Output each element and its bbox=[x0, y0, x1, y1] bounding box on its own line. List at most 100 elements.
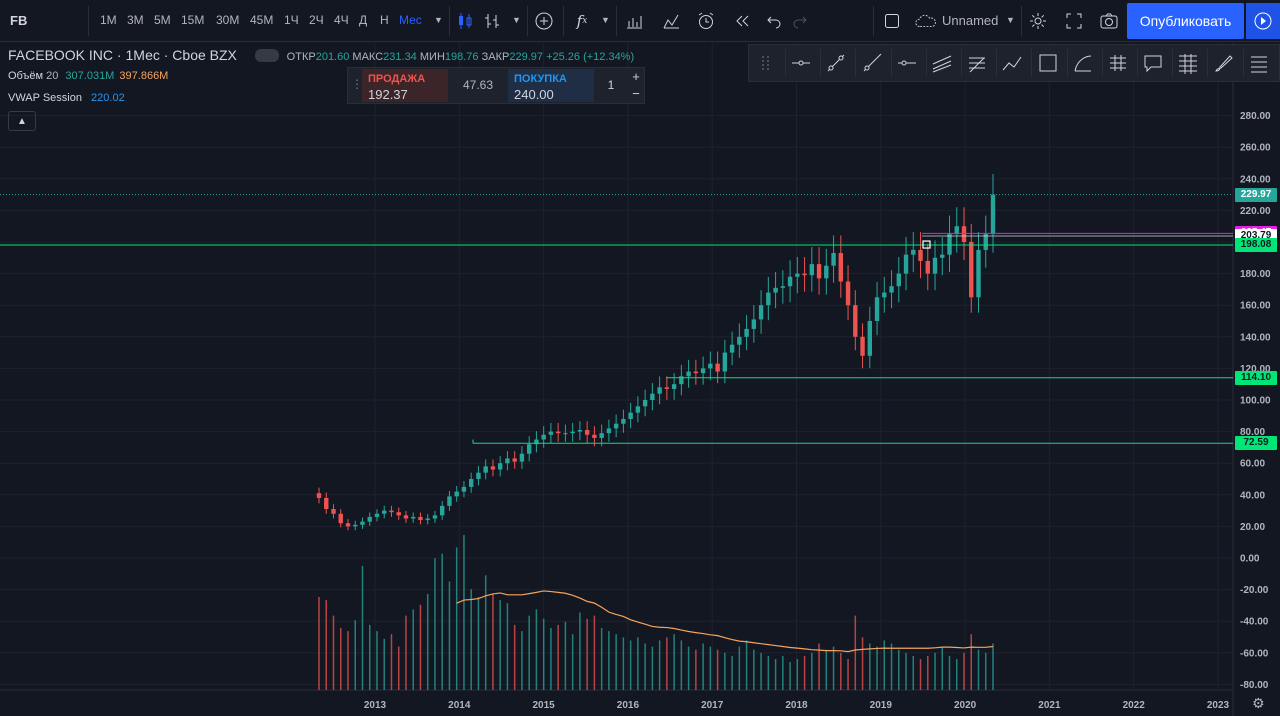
compare-add-icon[interactable] bbox=[532, 9, 556, 33]
candle-body bbox=[766, 292, 771, 306]
tool-divider bbox=[1031, 49, 1033, 77]
interval-5m[interactable]: 5М bbox=[154, 13, 171, 27]
interval-15m[interactable]: 15М bbox=[181, 13, 205, 27]
candle-body bbox=[360, 521, 365, 525]
ray-tool-icon[interactable] bbox=[861, 52, 883, 74]
candle-body bbox=[947, 234, 952, 255]
volume-ma-line bbox=[456, 590, 994, 653]
parallel-channel-tool-icon[interactable] bbox=[931, 52, 953, 74]
financials-icon[interactable] bbox=[622, 9, 646, 33]
candle-body bbox=[758, 305, 764, 320]
layout-name[interactable]: Unnamed bbox=[942, 13, 999, 28]
toolbar-divider bbox=[616, 6, 617, 36]
alert-clock-icon[interactable] bbox=[694, 9, 718, 33]
fullscreen-toggle-icon[interactable] bbox=[880, 9, 904, 33]
drag-handle-icon[interactable]: ⋮ bbox=[351, 77, 363, 91]
candle-body bbox=[983, 234, 988, 250]
curve-tool-icon[interactable] bbox=[1072, 52, 1094, 74]
path-tool-icon[interactable] bbox=[1001, 52, 1023, 74]
expand-icon[interactable] bbox=[1062, 9, 1086, 33]
candle-body bbox=[990, 194, 996, 235]
drag-handle-tool-icon[interactable] bbox=[755, 52, 777, 74]
chevron-down-icon[interactable]: ▼ bbox=[512, 15, 521, 25]
rectangle-tool-icon[interactable] bbox=[1037, 52, 1059, 74]
candle-body bbox=[497, 463, 503, 470]
regression-trend-tool-icon[interactable] bbox=[966, 52, 988, 74]
quantity-field[interactable]: 1 bbox=[607, 78, 615, 92]
volume-legend[interactable]: Объём 20 307.031M 397.866M bbox=[8, 70, 169, 82]
candle-body bbox=[338, 513, 343, 524]
minus-icon[interactable]: − bbox=[632, 86, 640, 101]
candle-body bbox=[773, 287, 778, 293]
replay-icon[interactable] bbox=[730, 9, 754, 33]
sell-button[interactable]: ПРОДАЖА 192.37 bbox=[362, 69, 448, 102]
candle-body bbox=[548, 431, 554, 435]
interval-week[interactable]: Н bbox=[380, 13, 389, 27]
chart-settings-gear-icon[interactable]: ⚙ bbox=[1252, 695, 1265, 711]
play-circle-icon bbox=[1254, 12, 1272, 30]
redo-icon[interactable] bbox=[788, 9, 812, 33]
horizontal-line-tool-icon[interactable] bbox=[790, 52, 812, 74]
plus-icon[interactable]: + bbox=[632, 69, 640, 84]
interval-4h[interactable]: 4Ч bbox=[334, 13, 349, 27]
menu-tool-icon[interactable] bbox=[1248, 52, 1270, 74]
series-legend: FACEBOOK INC · 1Мес · Cboe BZX ОТКР201.6… bbox=[8, 47, 634, 63]
candles-chart-type-icon[interactable] bbox=[453, 9, 477, 33]
candle-body bbox=[374, 513, 380, 517]
gear-icon[interactable] bbox=[1026, 9, 1050, 33]
vwap-legend[interactable]: VWAP Session 220.02 bbox=[8, 92, 125, 104]
buy-button[interactable]: ПОКУПКА 240.00 bbox=[508, 69, 594, 102]
interval-day[interactable]: Д bbox=[359, 13, 368, 27]
candle-body bbox=[853, 305, 858, 337]
pitchfork-tool-icon[interactable] bbox=[1107, 52, 1129, 74]
publish-button[interactable]: Опубликовать bbox=[1127, 3, 1244, 39]
interval-3m[interactable]: 3М bbox=[127, 13, 144, 27]
candle-body bbox=[824, 265, 829, 279]
eye-icon[interactable] bbox=[254, 48, 279, 62]
y-tick-label: 240.00 bbox=[1240, 174, 1271, 185]
cloud-icon bbox=[914, 9, 938, 33]
callout-tool-icon[interactable] bbox=[1142, 52, 1164, 74]
interval-30m[interactable]: 30М bbox=[216, 13, 240, 27]
candle-body bbox=[490, 466, 496, 470]
trend-line-tool-icon[interactable] bbox=[825, 52, 847, 74]
templates-icon[interactable] bbox=[659, 9, 683, 33]
camera-icon[interactable] bbox=[1097, 9, 1121, 33]
x-tick-label: 2023 bbox=[1207, 700, 1230, 711]
symbol-title[interactable]: FACEBOOK INC · 1Мес · Cboe BZX bbox=[8, 47, 237, 63]
horizontal-ray-tool-icon[interactable] bbox=[896, 52, 918, 74]
collapse-legend-button[interactable]: ▲ bbox=[8, 111, 36, 131]
chevron-down-icon[interactable]: ▼ bbox=[1006, 15, 1015, 25]
candle-body bbox=[476, 472, 481, 479]
candle-body bbox=[519, 453, 525, 462]
tool-divider bbox=[925, 49, 927, 77]
interval-1m[interactable]: 1М bbox=[100, 13, 117, 27]
candle-body bbox=[686, 371, 691, 377]
toolbar-divider bbox=[449, 6, 450, 36]
bar-chart-type-icon[interactable] bbox=[480, 9, 504, 33]
candle-body bbox=[577, 430, 583, 432]
undo-icon[interactable] bbox=[762, 9, 786, 33]
candle-body bbox=[592, 434, 597, 438]
publish-menu-button[interactable] bbox=[1246, 3, 1280, 39]
y-tick-label: 180.00 bbox=[1240, 269, 1271, 280]
chevron-down-icon[interactable]: ▼ bbox=[601, 15, 610, 25]
drawing-toolbar bbox=[748, 44, 1280, 82]
y-tick-label: 220.00 bbox=[1240, 206, 1271, 217]
y-tick-label: 120.00 bbox=[1240, 364, 1271, 375]
interval-45m[interactable]: 45М bbox=[250, 13, 274, 27]
candle-body bbox=[353, 524, 358, 527]
interval-month[interactable]: Мес bbox=[399, 13, 422, 27]
price-chart[interactable]: 2013 2014 2015 2016 2017 2018 2019 2020 2021 2022… bbox=[0, 43, 1280, 716]
chevron-down-icon[interactable]: ▼ bbox=[434, 15, 443, 25]
symbol-search-button[interactable]: FB bbox=[10, 13, 28, 28]
brush-tool-icon[interactable] bbox=[1213, 52, 1235, 74]
candle-body bbox=[911, 249, 916, 255]
interval-2h[interactable]: 2Ч bbox=[309, 13, 324, 27]
fib-retracement-tool-icon[interactable] bbox=[1177, 52, 1199, 74]
candle-body bbox=[432, 515, 438, 519]
candle-body bbox=[838, 253, 844, 282]
toolbar-divider bbox=[563, 6, 564, 36]
interval-1h[interactable]: 1Ч bbox=[284, 13, 299, 27]
